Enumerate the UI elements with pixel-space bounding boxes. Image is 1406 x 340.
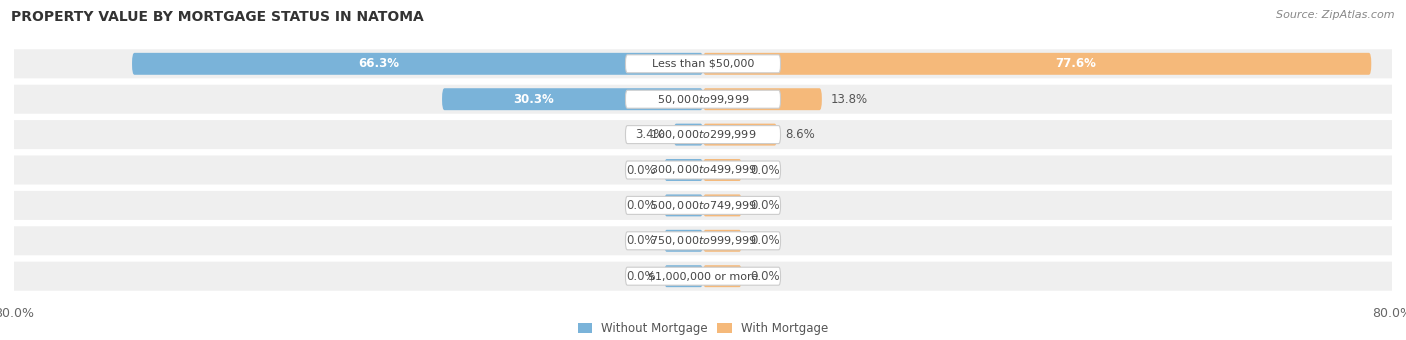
Text: 3.4%: 3.4% [636,128,665,141]
Text: 0.0%: 0.0% [626,234,655,247]
FancyBboxPatch shape [703,159,742,181]
Text: 13.8%: 13.8% [831,93,868,106]
Text: 0.0%: 0.0% [626,270,655,283]
FancyBboxPatch shape [626,55,780,73]
FancyBboxPatch shape [10,262,1396,291]
FancyBboxPatch shape [703,230,742,252]
FancyBboxPatch shape [10,85,1396,114]
FancyBboxPatch shape [10,191,1396,220]
Text: 66.3%: 66.3% [359,57,399,70]
Text: Less than $50,000: Less than $50,000 [652,59,754,69]
Text: 30.3%: 30.3% [513,93,554,106]
Text: $50,000 to $99,999: $50,000 to $99,999 [657,93,749,106]
FancyBboxPatch shape [673,124,703,146]
FancyBboxPatch shape [626,197,780,215]
Text: PROPERTY VALUE BY MORTGAGE STATUS IN NATOMA: PROPERTY VALUE BY MORTGAGE STATUS IN NAT… [11,10,425,24]
Text: 0.0%: 0.0% [751,164,780,176]
FancyBboxPatch shape [10,49,1396,78]
FancyBboxPatch shape [664,230,703,252]
Text: 77.6%: 77.6% [1056,57,1097,70]
Text: 0.0%: 0.0% [626,164,655,176]
Text: 0.0%: 0.0% [751,199,780,212]
FancyBboxPatch shape [703,265,742,287]
FancyBboxPatch shape [626,267,780,285]
FancyBboxPatch shape [626,90,780,108]
Text: 0.0%: 0.0% [626,199,655,212]
Text: $750,000 to $999,999: $750,000 to $999,999 [650,234,756,247]
FancyBboxPatch shape [441,88,703,110]
FancyBboxPatch shape [703,124,778,146]
FancyBboxPatch shape [664,159,703,181]
Text: $100,000 to $299,999: $100,000 to $299,999 [650,128,756,141]
Text: 8.6%: 8.6% [786,128,815,141]
FancyBboxPatch shape [132,53,703,75]
FancyBboxPatch shape [10,155,1396,185]
FancyBboxPatch shape [626,161,780,179]
Text: 0.0%: 0.0% [751,270,780,283]
Text: $300,000 to $499,999: $300,000 to $499,999 [650,164,756,176]
FancyBboxPatch shape [703,194,742,216]
Text: $1,000,000 or more: $1,000,000 or more [648,271,758,281]
Text: $500,000 to $749,999: $500,000 to $749,999 [650,199,756,212]
Text: Source: ZipAtlas.com: Source: ZipAtlas.com [1277,10,1395,20]
FancyBboxPatch shape [626,232,780,250]
FancyBboxPatch shape [10,226,1396,255]
FancyBboxPatch shape [664,265,703,287]
FancyBboxPatch shape [703,53,1371,75]
FancyBboxPatch shape [10,120,1396,149]
FancyBboxPatch shape [626,125,780,143]
FancyBboxPatch shape [703,88,823,110]
FancyBboxPatch shape [664,194,703,216]
Text: 0.0%: 0.0% [751,234,780,247]
Legend: Without Mortgage, With Mortgage: Without Mortgage, With Mortgage [574,317,832,340]
